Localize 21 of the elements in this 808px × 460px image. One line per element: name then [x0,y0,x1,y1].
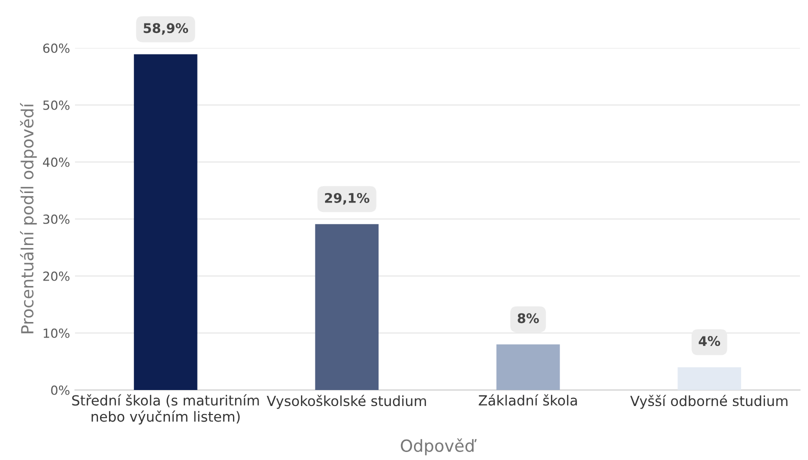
x-tick-label: Vyšší odborné studium [630,394,788,409]
bar [315,224,379,390]
y-axis-title: Procentuální podíl odpovědí [20,102,37,334]
data-label: 8% [518,313,539,324]
data-label: 58,9% [144,23,188,35]
y-tick-label: 20% [43,271,70,281]
y-tick-label: 0% [51,385,70,395]
y-tick-label: 30% [43,214,70,224]
bar [134,54,198,390]
bar [678,367,742,390]
x-axis-title: Odpověď [400,438,477,456]
data-label: 29,1% [325,192,370,205]
x-tick-label: Vysokoškolské studium [266,394,426,409]
x-tick-label: Střední škola (s maturitním nebo výučním listem) [72,394,259,425]
y-tick-label: 10% [44,328,70,338]
bar [496,344,560,390]
data-label: 4% [698,336,720,346]
y-tick-label: 50% [43,100,70,110]
x-tick-label: Základní škola [478,394,577,406]
y-tick-label: 40% [42,157,70,167]
y-tick-label: 60% [43,43,70,53]
